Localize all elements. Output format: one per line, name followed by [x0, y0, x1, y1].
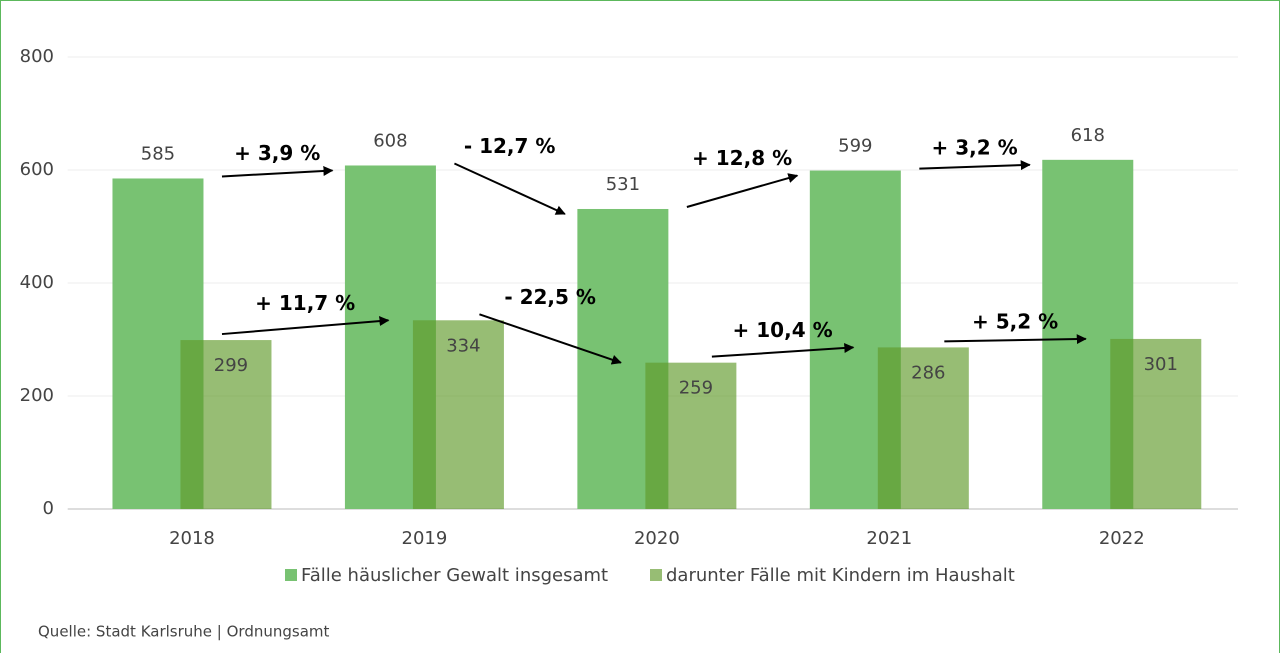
change-label: - 22,5 % — [504, 285, 596, 309]
bar — [877, 347, 969, 509]
value-label: 531 — [606, 174, 640, 195]
change-arrow — [686, 173, 799, 208]
change-arrow — [221, 316, 390, 336]
value-label: 608 — [373, 130, 407, 151]
value-label: 299 — [214, 355, 248, 376]
legend-swatch — [285, 569, 297, 581]
y-tick-label: 400 — [20, 272, 54, 293]
value-label: 334 — [446, 335, 480, 356]
source: Quelle: Stadt Karlsruhe | Ordnungsamt — [38, 623, 329, 641]
change-label: + 3,2 % — [931, 135, 1017, 159]
change-arrow — [221, 165, 334, 178]
bar — [412, 320, 504, 509]
bar — [1110, 338, 1202, 509]
change-label: + 3,9 % — [234, 141, 320, 165]
y-tick-label: 0 — [43, 498, 54, 519]
value-label: 585 — [141, 143, 175, 164]
value-label: 618 — [1071, 125, 1105, 146]
bar — [180, 340, 272, 509]
change-arrow — [944, 334, 1087, 345]
y-tick-label: 200 — [20, 385, 54, 406]
value-label: 286 — [911, 362, 945, 383]
value-label: 599 — [838, 136, 872, 157]
x-tick-label: 2018 — [169, 528, 215, 549]
bar — [645, 362, 737, 509]
legend-label: Fälle häuslicher Gewalt insgesamt — [301, 565, 608, 586]
change-arrow — [479, 313, 622, 365]
change-label: + 11,7 % — [255, 291, 355, 315]
y-tick-label: 600 — [20, 159, 54, 180]
x-tick-label: 2020 — [634, 528, 680, 549]
change-label: + 5,2 % — [972, 309, 1058, 333]
x-tick-label: 2021 — [866, 528, 912, 549]
y-tick-label: 800 — [20, 46, 54, 67]
value-label: 301 — [1144, 354, 1178, 375]
change-arrow — [919, 160, 1031, 171]
change-label: + 10,4 % — [733, 318, 833, 342]
value-label: 259 — [679, 378, 713, 399]
legend-label: darunter Fälle mit Kindern im Haushalt — [666, 565, 1015, 586]
change-arrow — [711, 343, 855, 358]
change-label: + 12,8 % — [692, 146, 792, 170]
x-tick-label: 2022 — [1099, 528, 1145, 549]
change-label: - 12,7 % — [464, 134, 556, 158]
x-tick-label: 2019 — [402, 528, 448, 549]
legend-swatch — [650, 569, 662, 581]
change-arrow — [454, 162, 566, 215]
